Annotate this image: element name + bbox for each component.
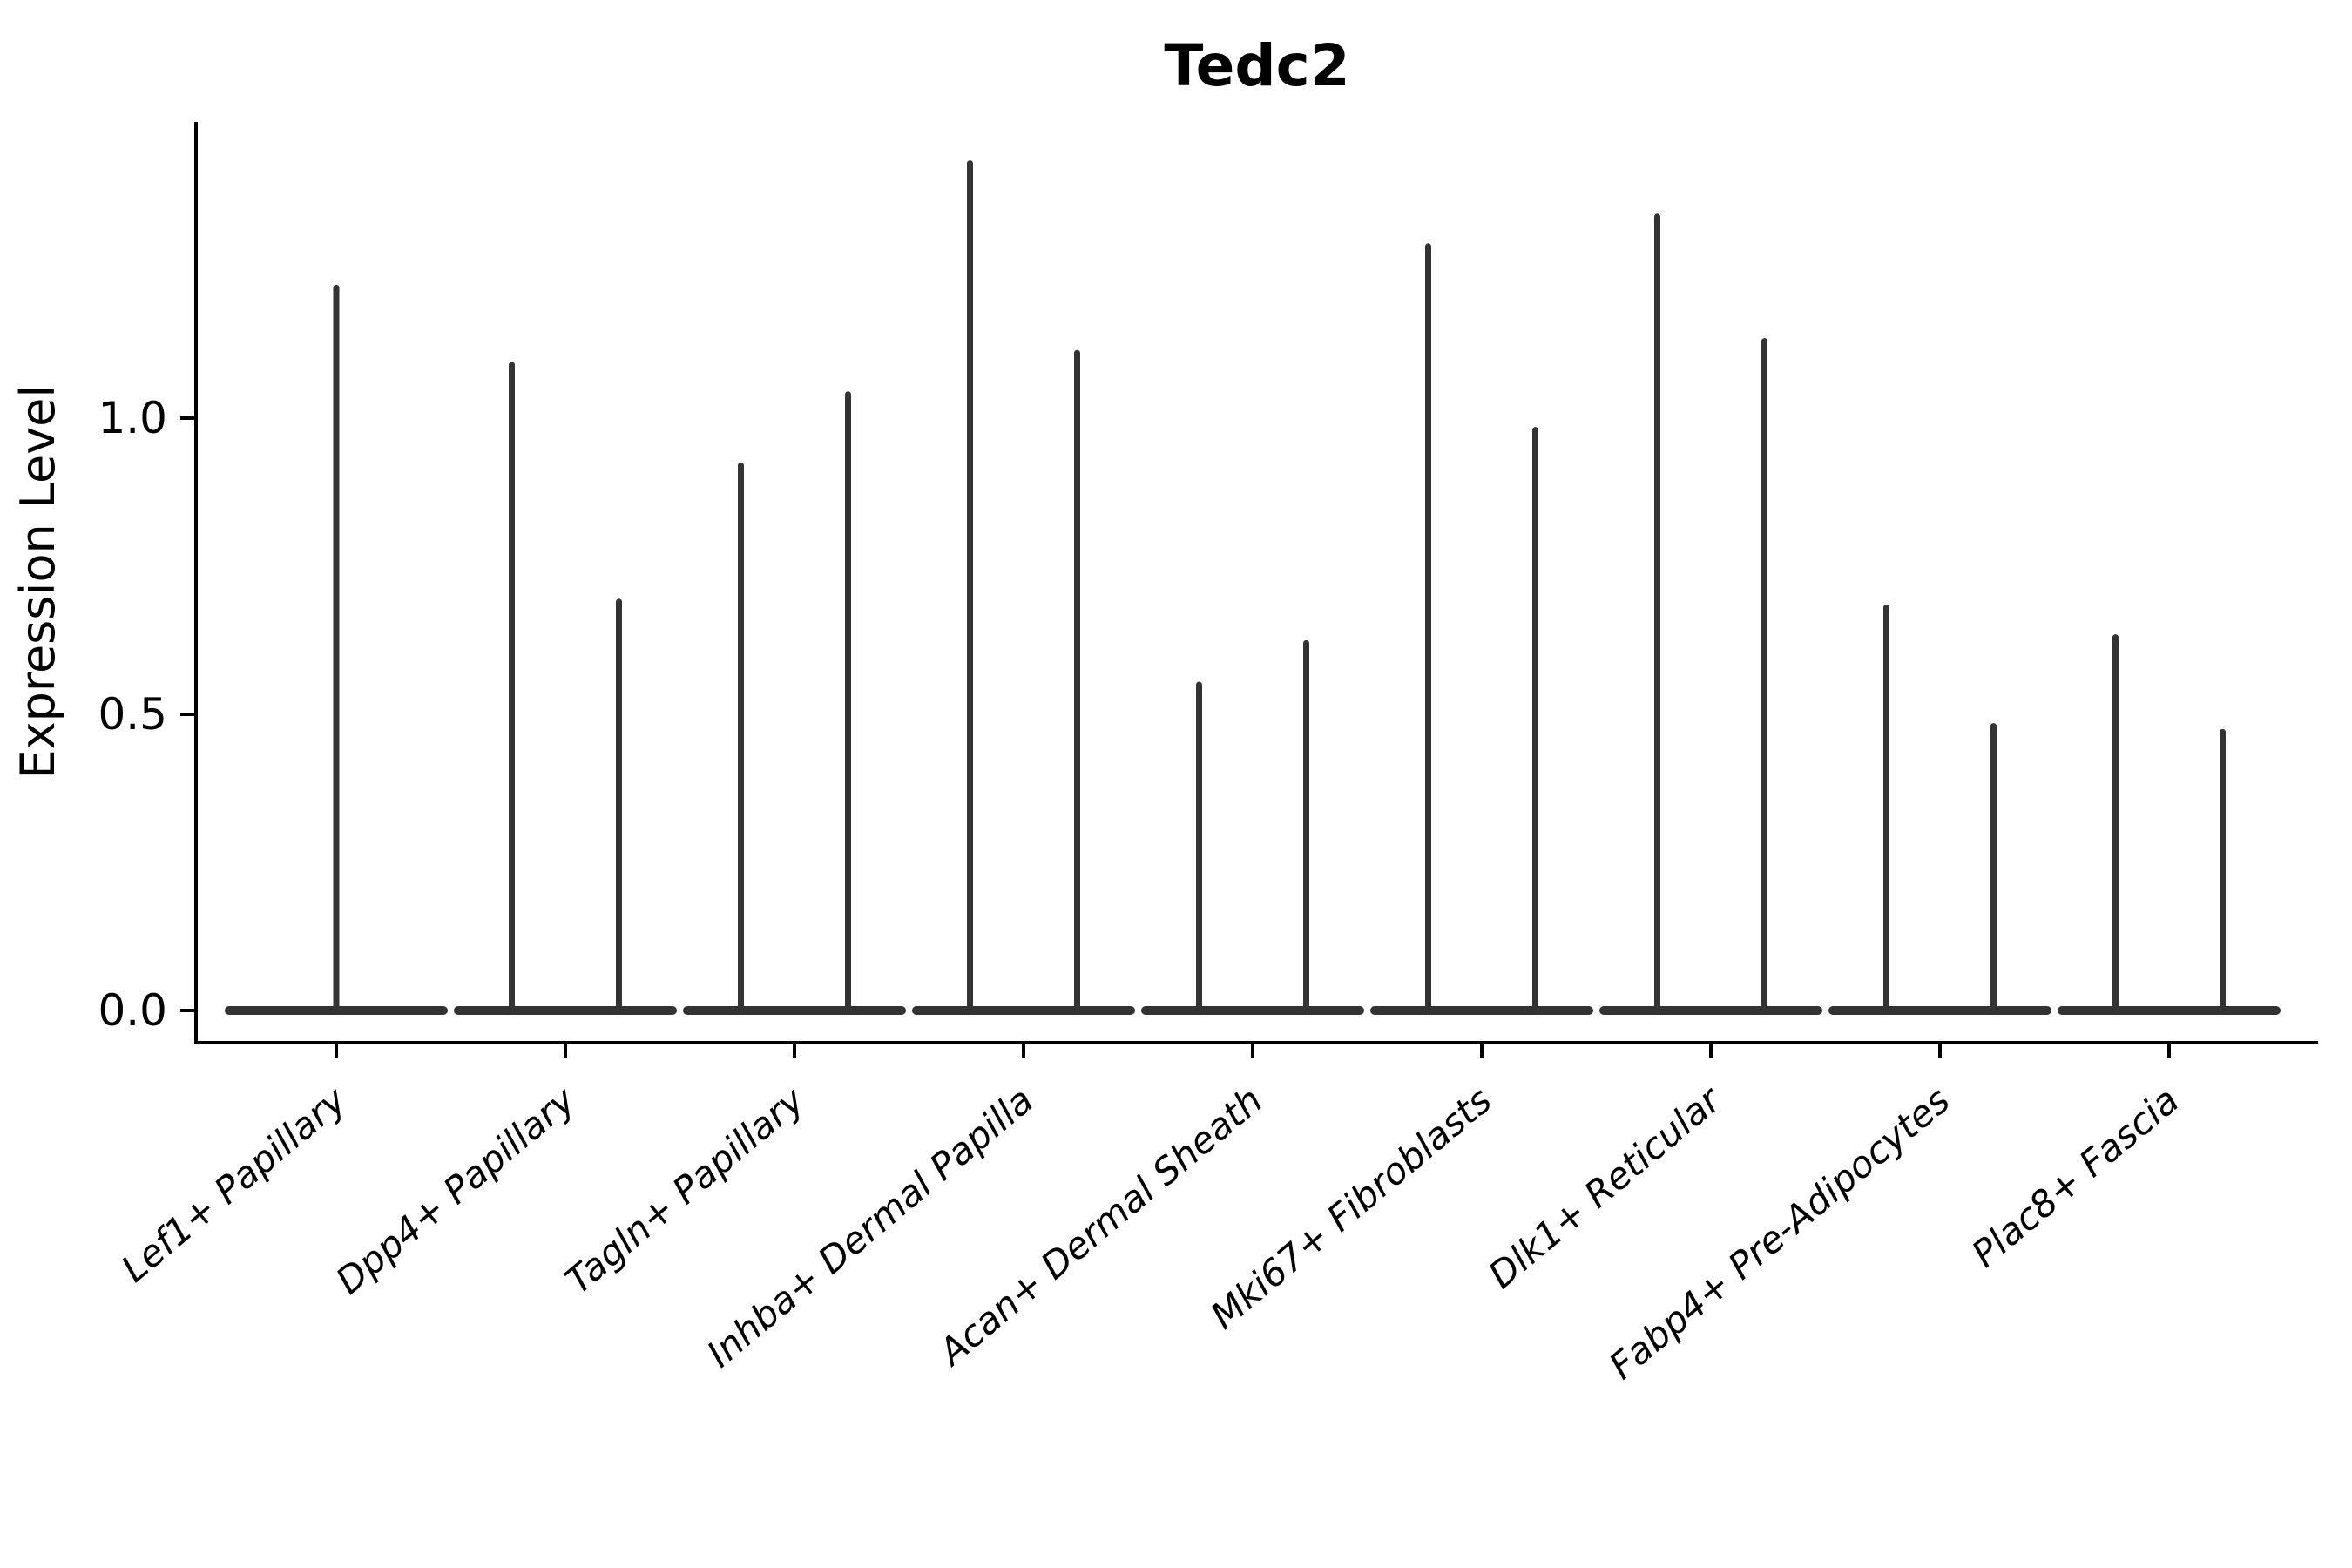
x-axis-ticks	[335, 1043, 2171, 1058]
x-category-label: Lef1+ Papillary	[113, 1078, 355, 1290]
y-tick-label: 0.0	[98, 985, 167, 1036]
y-tick-label: 0.5	[98, 689, 167, 740]
y-tick-label: 1.0	[98, 393, 167, 443]
chart-title: Tedc2	[1164, 32, 1349, 99]
violins	[225, 160, 2281, 1015]
x-category-label: Dpp4+ Papillary	[328, 1078, 584, 1302]
x-category-label: Tagln+ Papillary	[558, 1078, 814, 1302]
y-axis-ticks: 0.0 0.5 1.0	[98, 393, 196, 1036]
x-category-label: Plac8+ Fascia	[1963, 1078, 2186, 1275]
axes	[194, 122, 2318, 1044]
x-category-label: Dlk1+ Reticular	[1480, 1077, 1730, 1296]
y-axis-title: Expression Level	[10, 385, 65, 780]
